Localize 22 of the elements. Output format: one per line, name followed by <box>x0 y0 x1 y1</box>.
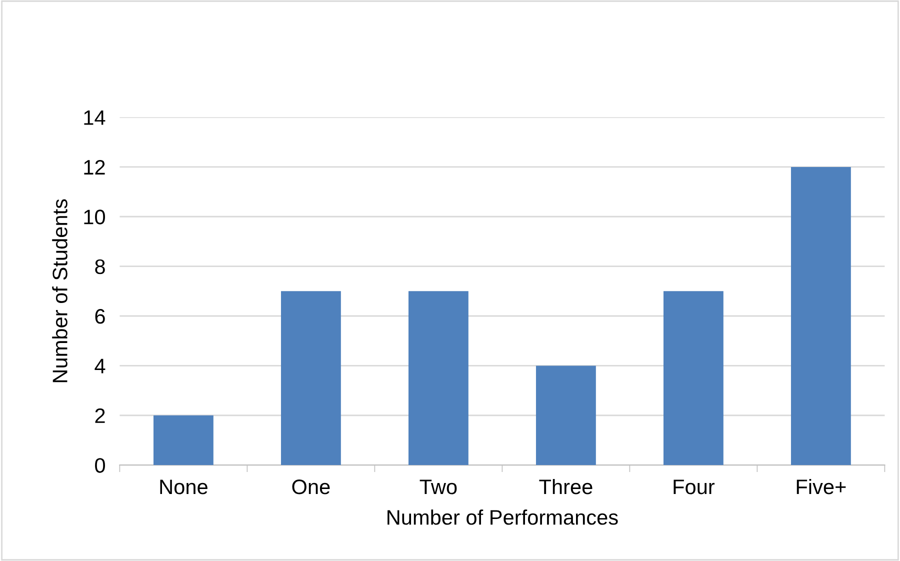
y-tick-label: 4 <box>94 358 106 374</box>
y-axis-title: Number of Students <box>52 199 68 382</box>
bar <box>790 166 851 466</box>
y-tick-label: 6 <box>95 309 105 324</box>
x-tick-label: Five+ <box>796 478 846 494</box>
bar <box>663 291 724 466</box>
y-tick-label: 8 <box>95 259 105 274</box>
x-tick-label: Four <box>674 480 715 494</box>
y-tick-label: 0 <box>95 458 105 473</box>
bar <box>153 415 214 466</box>
y-tick-label: 10 <box>84 210 105 224</box>
x-tick-label: Two <box>420 480 457 494</box>
bar <box>408 291 468 466</box>
bar <box>536 366 596 466</box>
x-tick-label: One <box>292 480 330 494</box>
bar <box>280 291 341 466</box>
x-axis-title: Number of Performances <box>388 509 618 525</box>
y-tick-label: 12 <box>84 160 105 174</box>
y-tick-label: 2 <box>95 408 105 423</box>
y-tick-label: 14 <box>84 110 106 125</box>
x-tick-label: Three <box>539 478 592 494</box>
x-tick-label: None <box>160 480 208 494</box>
